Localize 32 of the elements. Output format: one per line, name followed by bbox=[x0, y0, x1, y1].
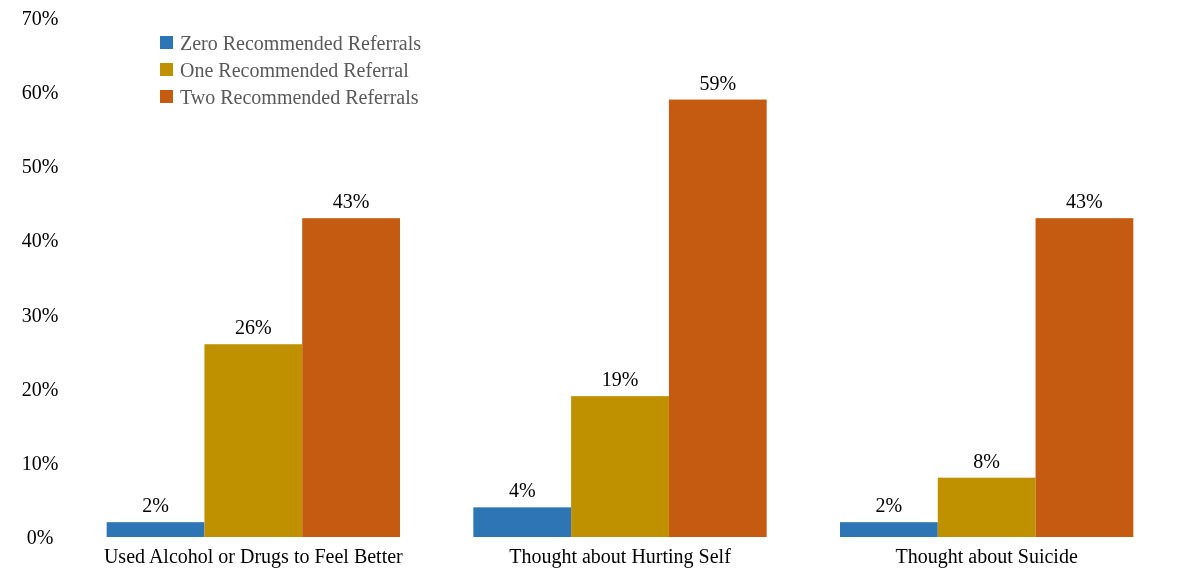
bar bbox=[204, 344, 303, 537]
x-tick-label: Thought about Hurting Self bbox=[509, 545, 732, 568]
data-label: 19% bbox=[601, 368, 639, 391]
y-tick-label: 10% bbox=[21, 451, 59, 474]
data-label: 43% bbox=[332, 190, 370, 213]
y-tick-label: 30% bbox=[21, 303, 59, 326]
bar bbox=[571, 396, 669, 537]
bar bbox=[302, 218, 400, 537]
bar bbox=[1035, 218, 1134, 537]
x-tick-label: Used Alcohol or Drugs to Feel Better bbox=[103, 545, 404, 568]
data-label: 2% bbox=[142, 494, 169, 517]
y-tick-label: 70% bbox=[21, 7, 59, 29]
bar bbox=[668, 99, 767, 537]
bar bbox=[106, 522, 205, 537]
y-tick-label: 60% bbox=[21, 81, 59, 104]
y-tick-label: 40% bbox=[21, 229, 59, 252]
data-label: 26% bbox=[235, 316, 272, 339]
y-tick-label: 0% bbox=[26, 526, 54, 548]
x-tick-label: Thought about Suicide bbox=[895, 545, 1078, 568]
y-tick-label: 20% bbox=[21, 377, 59, 400]
y-tick-label: 50% bbox=[21, 155, 59, 178]
data-label: 4% bbox=[508, 479, 536, 502]
data-label: 2% bbox=[875, 494, 903, 517]
bar bbox=[840, 522, 938, 537]
legend-label: Zero Recommended Referrals bbox=[180, 32, 422, 54]
data-label: 59% bbox=[699, 71, 737, 94]
legend-label: One Recommended Referral bbox=[180, 59, 410, 81]
legend-label: Two Recommended Referrals bbox=[180, 86, 419, 108]
bar bbox=[937, 477, 1036, 537]
data-label: 43% bbox=[1066, 190, 1103, 213]
data-label: 8% bbox=[973, 449, 1000, 472]
bar bbox=[473, 507, 572, 537]
